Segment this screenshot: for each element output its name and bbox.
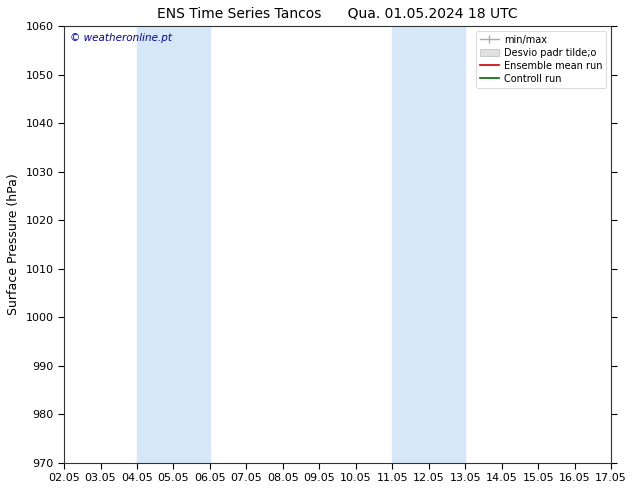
- Bar: [392, 26, 465, 463]
- Title: ENS Time Series Tancos      Qua. 01.05.2024 18 UTC: ENS Time Series Tancos Qua. 01.05.2024 1…: [157, 7, 518, 21]
- Y-axis label: Surface Pressure (hPa): Surface Pressure (hPa): [7, 173, 20, 316]
- Legend: min/max, Desvio padr tilde;o, Ensemble mean run, Controll run: min/max, Desvio padr tilde;o, Ensemble m…: [476, 31, 606, 88]
- Text: © weatheronline.pt: © weatheronline.pt: [70, 33, 172, 43]
- Bar: [137, 26, 210, 463]
